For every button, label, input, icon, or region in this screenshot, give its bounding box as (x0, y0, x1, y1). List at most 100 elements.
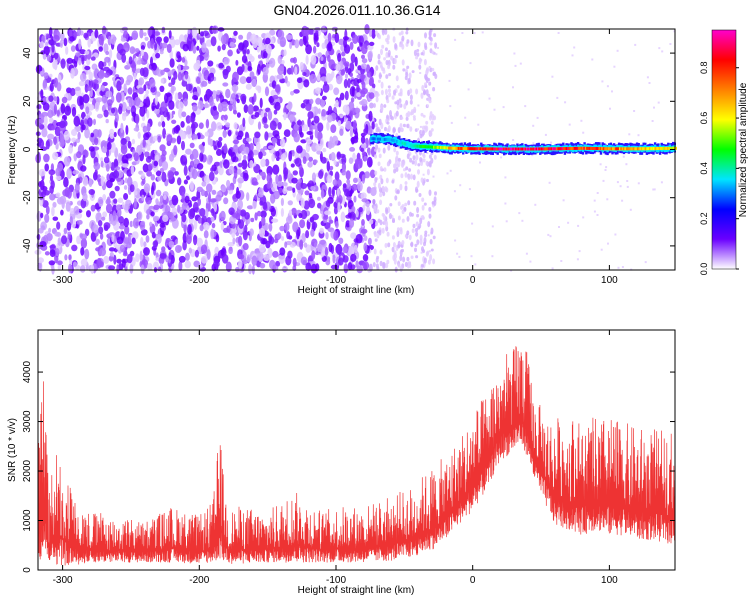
signal-cell (593, 147, 595, 150)
noise-cell (428, 154, 432, 159)
noise-cell (360, 228, 368, 234)
noise-cell (298, 212, 303, 219)
noise-cell (106, 180, 113, 189)
noise-cell (422, 158, 426, 163)
noise-cell (237, 162, 243, 168)
noise-cell (275, 174, 279, 185)
noise-cell (312, 213, 319, 221)
signal-cell (576, 146, 579, 150)
noise-cell (644, 261, 647, 264)
noise-cell (414, 159, 418, 166)
noise-cell (171, 194, 179, 206)
noise-cell (377, 53, 381, 60)
noise-cell (142, 138, 146, 148)
noise-cell (294, 39, 300, 49)
y-tick-label: -40 (22, 238, 33, 253)
signal-cell (420, 144, 423, 148)
noise-cell (238, 219, 245, 229)
noise-cell (265, 44, 272, 54)
signal-cell (629, 147, 632, 151)
noise-cell (420, 112, 424, 117)
noise-cell (38, 227, 44, 234)
noise-cell (154, 107, 160, 115)
noise-cell (406, 230, 410, 236)
noise-cell (259, 262, 266, 269)
noise-cell (140, 236, 144, 248)
noise-cell (562, 199, 565, 202)
signal-cell (552, 147, 554, 151)
noise-cell (335, 221, 339, 229)
noise-cell (360, 135, 366, 144)
noise-cell (205, 118, 210, 129)
noise-cell (241, 159, 248, 170)
noise-cell (39, 41, 45, 49)
noise-cell (145, 96, 150, 106)
noise-cell (119, 128, 125, 140)
noise-cell (550, 141, 553, 144)
noise-cell (129, 184, 135, 193)
noise-cell (385, 225, 389, 232)
noise-cell (259, 171, 266, 177)
noise-cell (118, 106, 123, 115)
noise-cell (359, 100, 365, 105)
noise-cell (199, 134, 205, 140)
noise-cell (502, 106, 505, 109)
noise-cell (305, 262, 312, 271)
noise-cell (633, 110, 636, 112)
signal-cell (606, 147, 609, 151)
noise-cell (414, 243, 418, 247)
noise-cell (297, 178, 302, 184)
noise-cell (383, 57, 387, 61)
noise-cell (221, 43, 226, 51)
signal-cell (486, 147, 489, 151)
noise-cell (215, 194, 222, 202)
signal-cell (521, 147, 524, 151)
noise-cell (166, 43, 172, 54)
noise-cell (80, 165, 87, 172)
noise-cell (146, 214, 150, 220)
noise-cell (197, 197, 201, 206)
noise-cell (45, 33, 50, 39)
noise-cell (411, 228, 415, 233)
noise-cell (348, 101, 355, 111)
signal-cell (665, 146, 668, 150)
noise-cell (401, 159, 405, 167)
noise-cell (302, 35, 307, 46)
noise-cell (626, 180, 629, 182)
noise-cell (37, 257, 44, 264)
x-tick-label: -300 (53, 275, 73, 286)
noise-cell (500, 156, 503, 159)
noise-cell (293, 123, 299, 131)
noise-cell (413, 117, 416, 121)
noise-cell (375, 263, 379, 269)
noise-cell (107, 141, 112, 150)
noise-cell (285, 240, 292, 246)
noise-cell (351, 206, 356, 213)
noise-cell (428, 207, 432, 212)
noise-cell (315, 30, 319, 36)
noise-cell (137, 87, 145, 95)
noise-cell (163, 67, 170, 73)
noise-cell (363, 235, 368, 242)
noise-cell (415, 153, 419, 161)
noise-cell (168, 211, 174, 219)
noise-cell (227, 242, 235, 247)
noise-cell (78, 38, 82, 50)
noise-cell (106, 173, 111, 181)
signal-cell (564, 147, 567, 151)
noise-cell (361, 174, 366, 184)
noise-cell (505, 220, 508, 223)
noise-cell (249, 142, 254, 152)
noise-cell (69, 216, 73, 226)
signal-cell (438, 146, 441, 149)
noise-cell (113, 198, 118, 204)
noise-cell (102, 211, 107, 218)
noise-cell (356, 265, 363, 274)
noise-cell (184, 260, 191, 269)
noise-cell (521, 219, 524, 222)
noise-cell (399, 123, 403, 130)
noise-cell (350, 53, 356, 64)
noise-cell (263, 124, 269, 129)
noise-cell (170, 235, 177, 241)
noise-cell (421, 125, 425, 130)
